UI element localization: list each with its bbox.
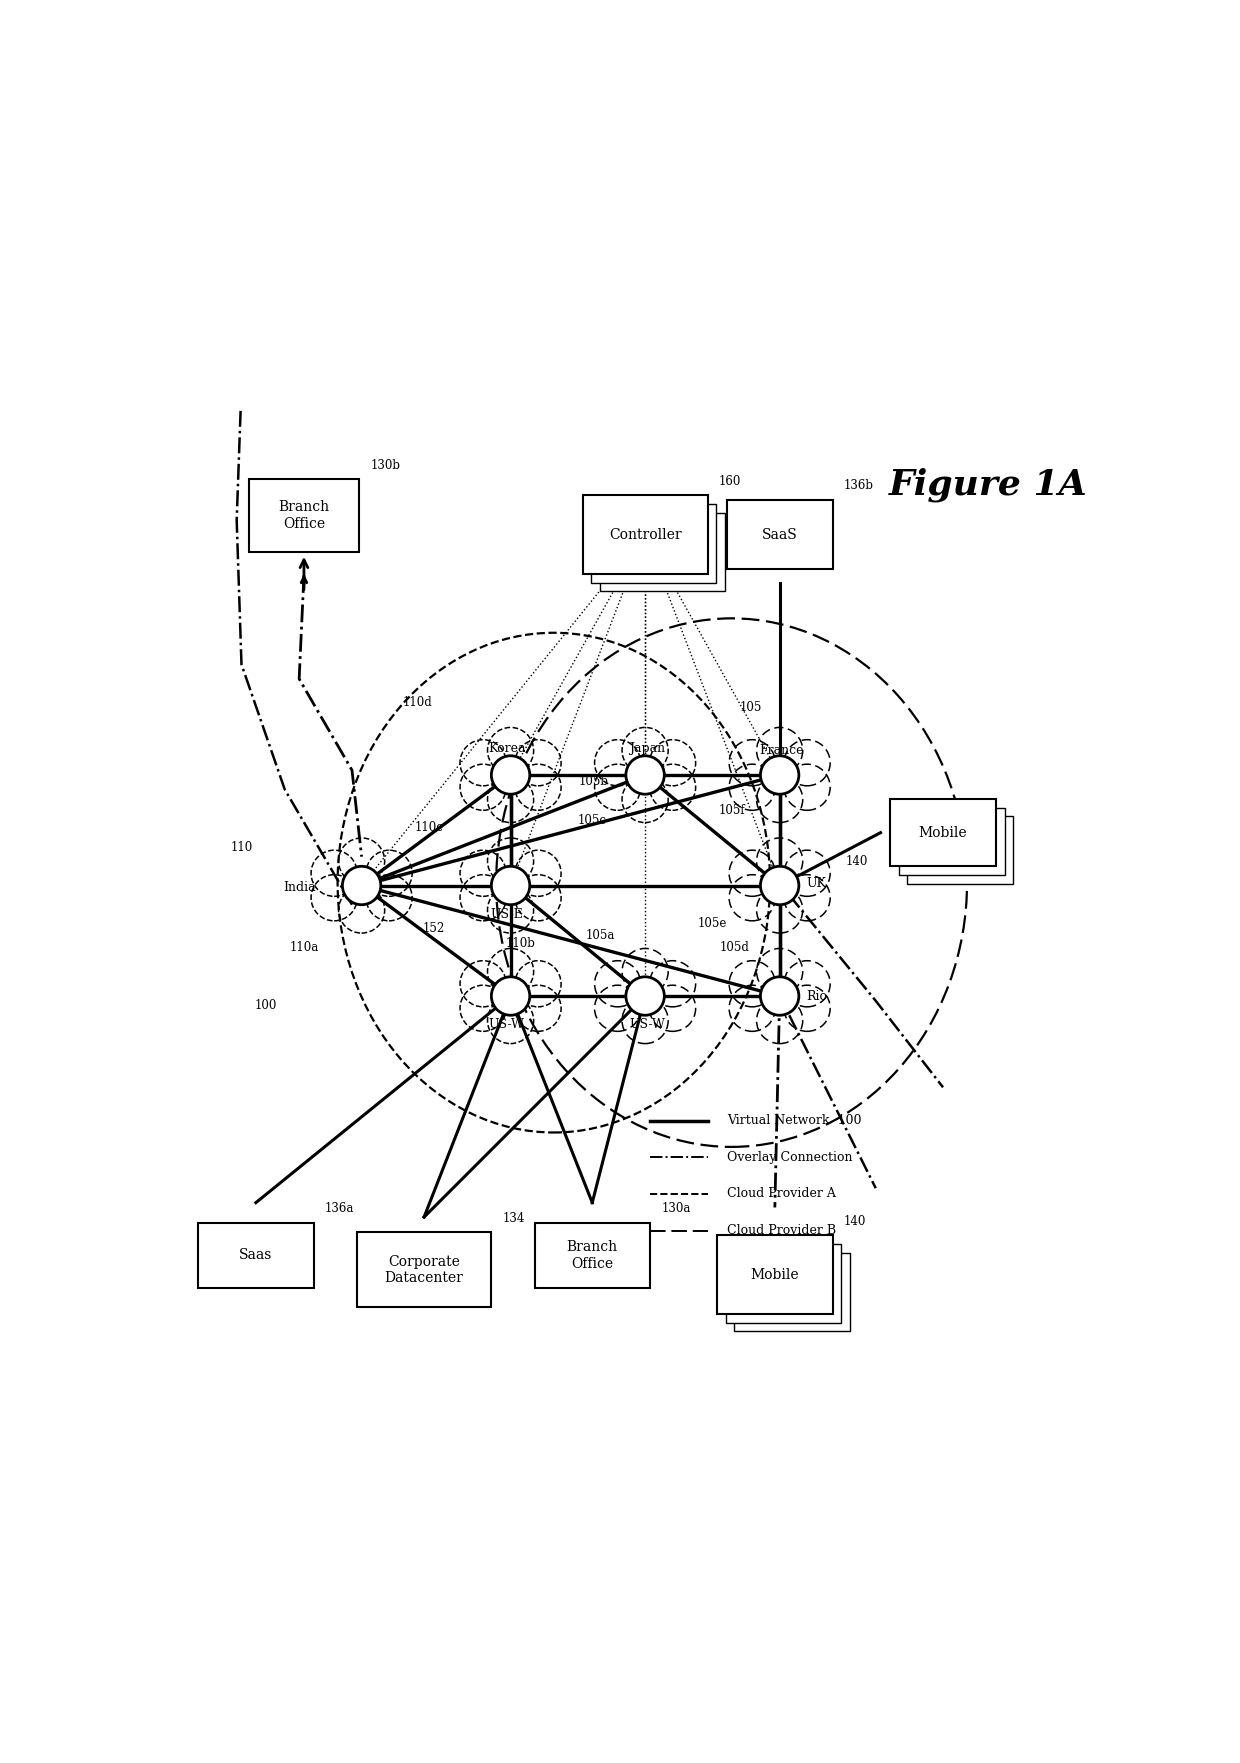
FancyBboxPatch shape	[890, 799, 996, 866]
Text: 134: 134	[503, 1211, 526, 1225]
Text: 100: 100	[254, 1000, 277, 1012]
Text: US-W: US-W	[629, 1019, 665, 1031]
FancyBboxPatch shape	[198, 1224, 314, 1289]
Text: US-W: US-W	[489, 1019, 525, 1031]
Text: Rio: Rio	[806, 989, 827, 1003]
Text: Branch
Office: Branch Office	[567, 1241, 618, 1271]
Text: SaaS: SaaS	[761, 527, 797, 541]
Text: Mobile: Mobile	[919, 825, 967, 839]
FancyBboxPatch shape	[600, 513, 725, 591]
Circle shape	[760, 977, 799, 1015]
Circle shape	[491, 977, 529, 1015]
Text: US-E: US-E	[490, 908, 523, 920]
Text: 160: 160	[719, 474, 742, 488]
Text: 105a: 105a	[585, 929, 615, 941]
FancyBboxPatch shape	[534, 1224, 650, 1289]
FancyBboxPatch shape	[727, 501, 832, 569]
Text: 140: 140	[844, 1215, 867, 1227]
Text: France: France	[759, 744, 804, 756]
FancyBboxPatch shape	[717, 1236, 832, 1313]
Text: Korea: Korea	[489, 742, 526, 755]
FancyBboxPatch shape	[899, 807, 1004, 874]
Text: 110b: 110b	[505, 936, 536, 950]
Circle shape	[491, 756, 529, 793]
Text: Controller: Controller	[609, 527, 682, 541]
Text: Cloud Provider A: Cloud Provider A	[727, 1188, 836, 1201]
Text: 130a: 130a	[661, 1202, 691, 1215]
Text: 110: 110	[231, 841, 253, 853]
FancyBboxPatch shape	[734, 1253, 849, 1331]
Circle shape	[342, 866, 381, 904]
Text: 110c: 110c	[414, 822, 444, 834]
Text: 130b: 130b	[371, 458, 401, 472]
Text: 105b: 105b	[578, 776, 608, 788]
Circle shape	[760, 866, 799, 904]
Text: 136b: 136b	[844, 480, 874, 492]
Text: India: India	[283, 882, 315, 894]
FancyBboxPatch shape	[908, 816, 1013, 883]
Circle shape	[626, 977, 665, 1015]
Text: UK: UK	[806, 876, 827, 890]
Text: 105: 105	[739, 702, 763, 714]
Text: 140: 140	[846, 855, 868, 867]
Text: 110d: 110d	[403, 696, 433, 709]
FancyBboxPatch shape	[725, 1245, 841, 1322]
Circle shape	[626, 756, 665, 793]
Text: Mobile: Mobile	[750, 1268, 799, 1282]
Text: Virtual Network  100: Virtual Network 100	[727, 1114, 862, 1128]
Text: 105c: 105c	[578, 815, 606, 827]
Text: 136a: 136a	[325, 1202, 355, 1215]
Circle shape	[760, 756, 799, 793]
Circle shape	[491, 866, 529, 904]
Text: 152: 152	[423, 922, 445, 934]
FancyBboxPatch shape	[583, 495, 708, 575]
FancyBboxPatch shape	[591, 504, 717, 584]
Text: 110a: 110a	[289, 941, 319, 954]
Text: Cloud Provider B: Cloud Provider B	[727, 1224, 836, 1238]
Text: Figure 1A: Figure 1A	[889, 467, 1087, 502]
Text: 105d: 105d	[719, 941, 749, 954]
FancyBboxPatch shape	[249, 480, 360, 552]
Text: Saas: Saas	[239, 1248, 273, 1262]
Text: Overlay Connection: Overlay Connection	[727, 1151, 852, 1164]
Text: Branch
Office: Branch Office	[279, 501, 330, 531]
Text: Japan: Japan	[629, 742, 665, 755]
Text: Corporate
Datacenter: Corporate Datacenter	[384, 1255, 464, 1285]
FancyBboxPatch shape	[357, 1232, 491, 1308]
Text: 105f: 105f	[718, 804, 745, 816]
Text: 105e: 105e	[698, 917, 727, 931]
